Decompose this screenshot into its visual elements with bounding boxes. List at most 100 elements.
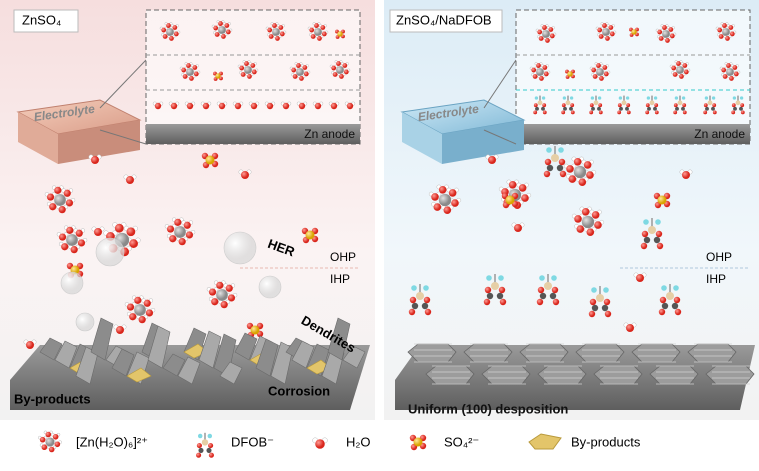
atom [498, 286, 506, 294]
zinc-ion [676, 66, 684, 74]
water-molecule [606, 24, 615, 30]
water-molecule [56, 204, 69, 214]
oxygen [320, 25, 326, 30]
sulfur [657, 195, 667, 205]
oxygen [669, 33, 675, 39]
water-molecule [543, 37, 552, 43]
oxygen [451, 199, 459, 207]
sulfur [250, 325, 260, 335]
dendrite [198, 330, 222, 369]
oxygen [169, 235, 177, 243]
water-molecule [600, 64, 609, 70]
water-molecule [511, 222, 525, 232]
oxygen [732, 65, 738, 70]
atom [617, 110, 622, 115]
zinc-ion [336, 66, 344, 74]
boron [565, 100, 571, 106]
oxygen [597, 27, 603, 33]
zn-hydrate [428, 184, 462, 214]
atom [588, 310, 596, 318]
oxygen [339, 74, 344, 79]
atom [674, 308, 682, 316]
dfob [673, 95, 687, 115]
water-molecule [245, 73, 254, 79]
atom [537, 286, 545, 294]
legend-label: SO₄²⁻ [444, 434, 479, 449]
zinc-ion [216, 289, 228, 301]
oxygen [346, 102, 354, 110]
zn-hydrate [307, 22, 329, 41]
atom [542, 110, 547, 115]
atom [712, 103, 717, 108]
oxygen [578, 178, 587, 186]
oxygen [275, 36, 280, 41]
oxygen [221, 34, 226, 39]
dfob [640, 218, 664, 250]
fluorine [197, 433, 203, 439]
dendrite [54, 340, 78, 369]
oxygen [218, 102, 226, 110]
oxygen [431, 193, 439, 201]
hex-column [705, 365, 755, 385]
hex-column [463, 343, 513, 363]
boron [551, 154, 559, 162]
water-molecule [446, 187, 459, 197]
oxygen [239, 65, 245, 71]
oxygen [220, 301, 228, 309]
atom [408, 308, 416, 316]
water-molecule [23, 339, 37, 349]
fluorine [661, 285, 667, 291]
zinc-ion [542, 30, 550, 38]
atom [673, 103, 678, 108]
fluorine [655, 219, 661, 225]
boron [666, 292, 674, 300]
dfob [483, 274, 507, 306]
oxygen [170, 102, 178, 110]
electrolyte-slab [18, 112, 58, 164]
oxygen [602, 65, 608, 70]
atom [640, 242, 648, 250]
atom [705, 106, 709, 111]
atom [496, 292, 504, 300]
atom [703, 103, 708, 108]
bubble [223, 231, 257, 265]
sulfate [629, 27, 639, 37]
oxygen [728, 25, 734, 30]
zinc-ion [186, 68, 194, 76]
water-molecule [250, 68, 259, 75]
zinc-ion [438, 193, 452, 207]
inset-box [145, 9, 361, 145]
boron [416, 292, 424, 300]
atom [682, 110, 687, 115]
fluorine [681, 96, 686, 100]
zn-hydrate [164, 217, 196, 246]
electrolyte-slab [402, 112, 442, 164]
boron [735, 100, 741, 106]
zinc-ion [218, 26, 226, 34]
zn-hydrate [498, 179, 532, 209]
zn-hydrate [56, 225, 88, 254]
oxygen [603, 71, 609, 77]
atom [533, 103, 538, 108]
zn-hydrate [237, 60, 259, 79]
water-molecule [248, 101, 260, 110]
fluorine [653, 96, 658, 100]
sulfur [215, 73, 221, 79]
water-molecule [123, 174, 137, 184]
atom [654, 110, 659, 115]
oxygen [536, 63, 541, 68]
dfob [658, 284, 682, 316]
oxygen [586, 171, 594, 179]
oxygen [332, 72, 338, 77]
atom [558, 158, 566, 166]
water-molecule [329, 64, 338, 71]
inset-anode [516, 124, 750, 144]
oxygen [586, 228, 595, 236]
oxygen [45, 431, 52, 438]
water-molecule [152, 101, 164, 110]
oxygen [241, 171, 249, 179]
atom [671, 302, 679, 310]
zinc-ion [536, 68, 544, 76]
oxygen [592, 74, 598, 79]
water-molecule [602, 70, 611, 77]
